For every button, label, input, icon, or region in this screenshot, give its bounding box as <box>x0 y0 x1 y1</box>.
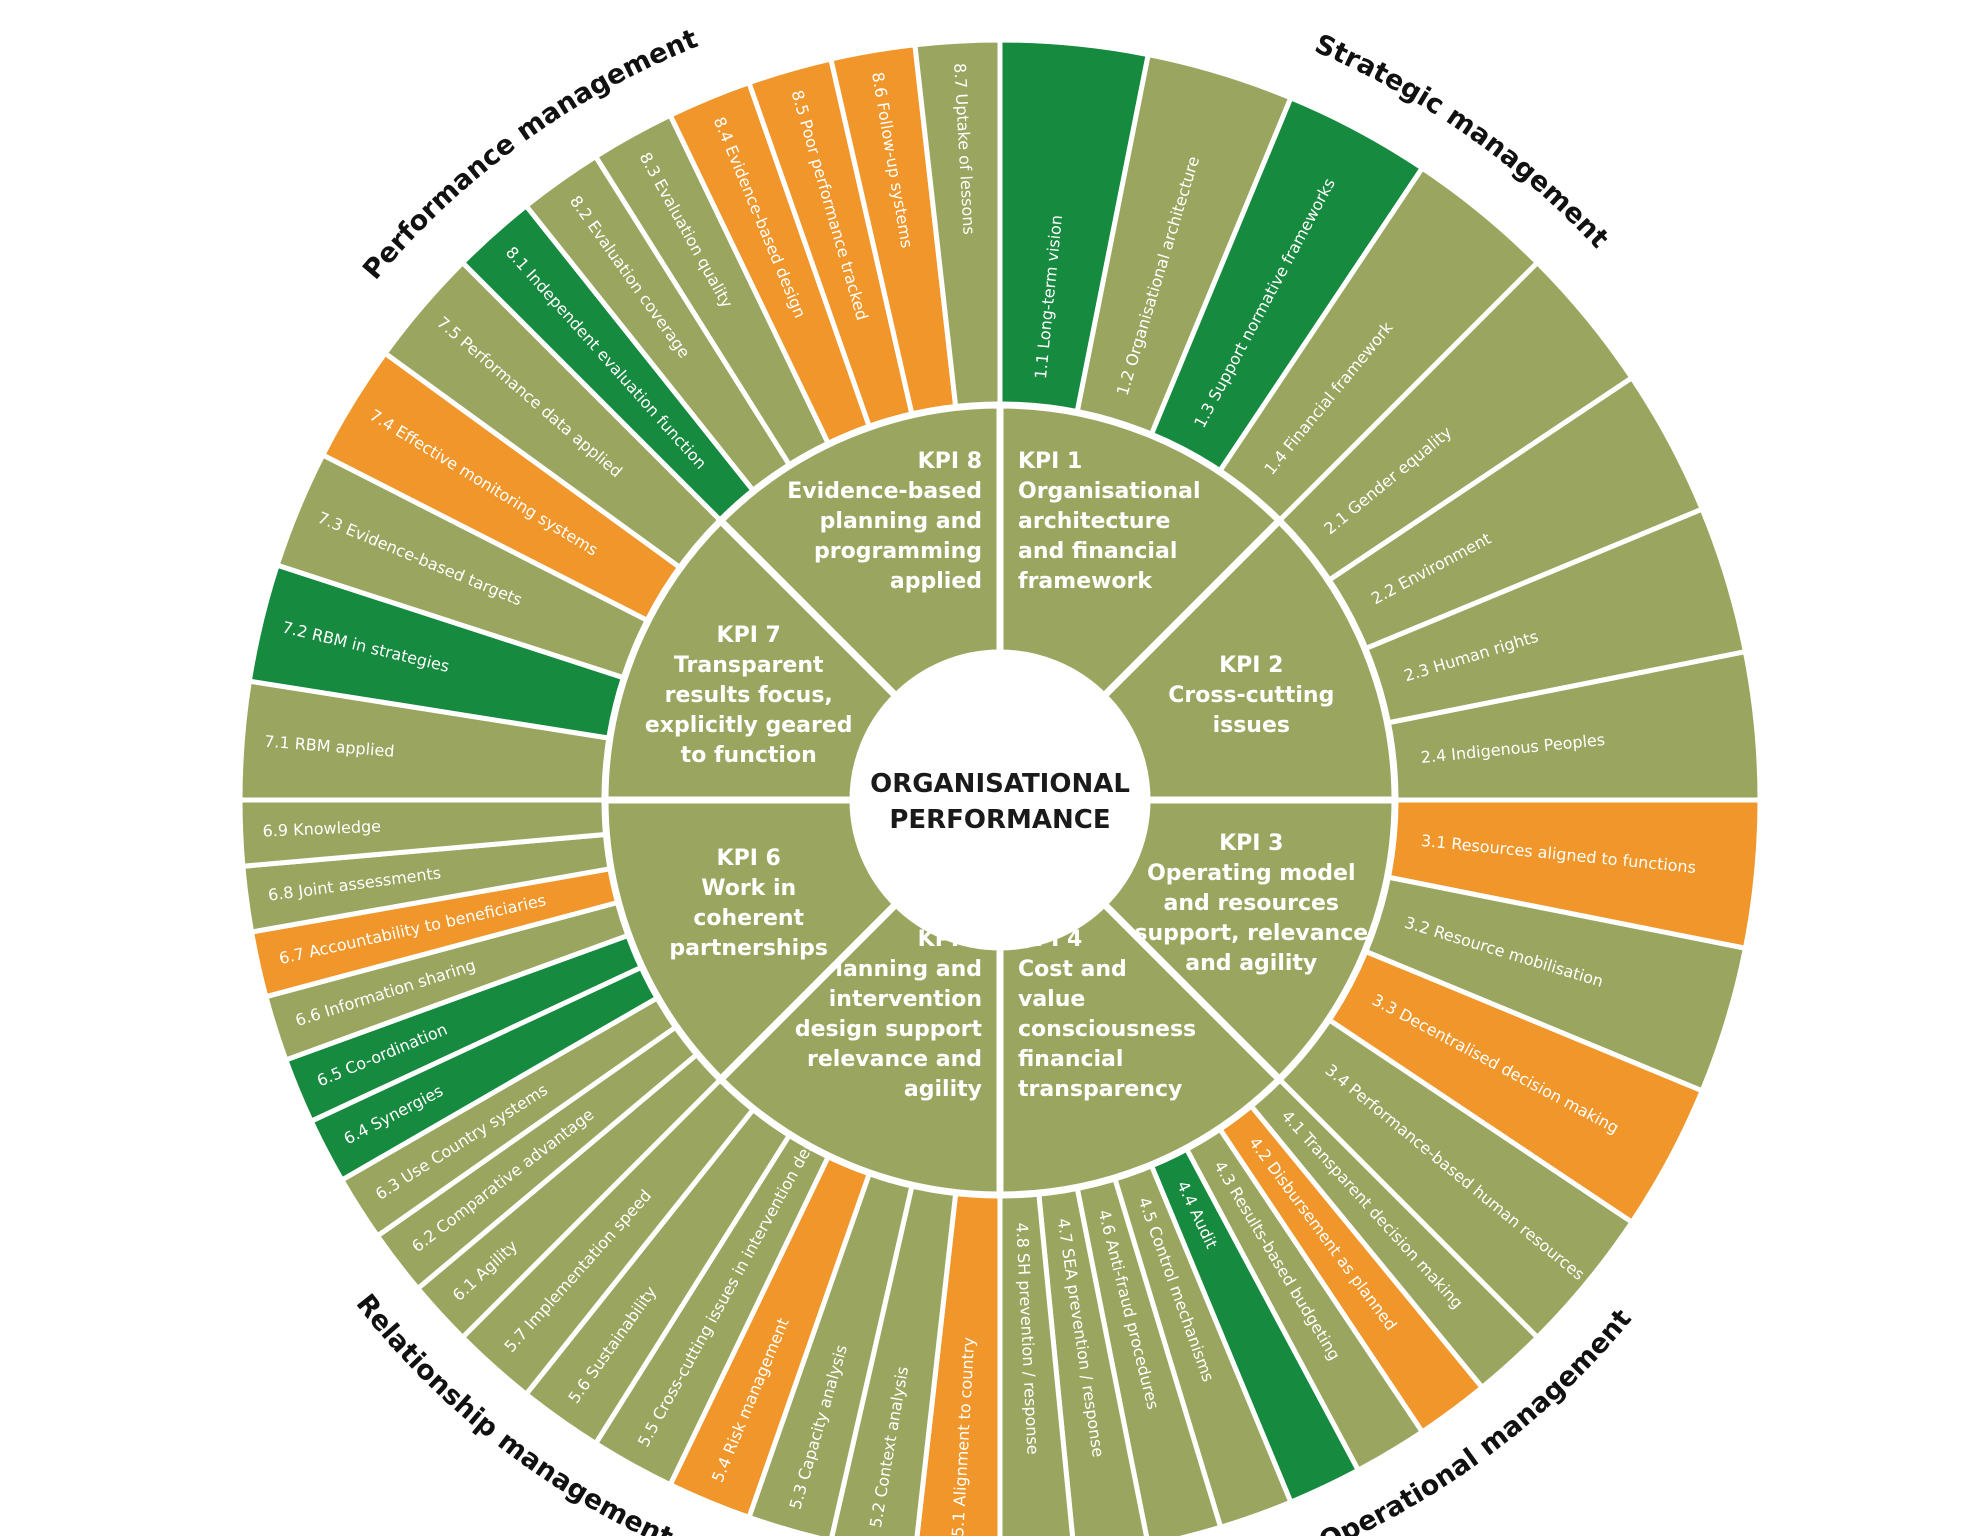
kpi-title-line: results focus, <box>665 683 833 708</box>
kpi-title-line: applied <box>890 569 982 594</box>
kpi-title-line: Work in <box>701 876 796 901</box>
kpi-title-line: architecture <box>1018 509 1170 534</box>
kpi-number: KPI 1 <box>1018 449 1082 474</box>
kpi-title-line: Cross-cutting <box>1168 683 1334 708</box>
kpi-title-line: Operating model <box>1147 861 1355 886</box>
kpi-title-line: planning and <box>820 509 982 534</box>
kpi-title-line: relevance and <box>807 1047 982 1072</box>
kpi-title-line: to function <box>681 743 817 768</box>
center-circle <box>853 653 1147 947</box>
kpi-title-line: programming <box>814 539 982 564</box>
kpi-title-line: partnerships <box>669 936 828 961</box>
kpi-title-line: Evidence-based <box>787 479 982 504</box>
kpi-number: KPI 3 <box>1219 831 1283 856</box>
kpi-title-line: coherent <box>693 906 804 931</box>
kpi-title-line: Organisational <box>1018 479 1201 504</box>
kpi-number: KPI 8 <box>918 449 982 474</box>
kpi-title-line: issues <box>1213 713 1290 738</box>
center-title-line2: PERFORMANCE <box>889 805 1110 835</box>
kpi-number: KPI 2 <box>1219 653 1283 678</box>
kpi-title-line: and financial <box>1018 539 1177 564</box>
kpi-title-line: consciousness <box>1018 1017 1196 1042</box>
kpi-title-line: value <box>1018 987 1085 1012</box>
indicator-outer-ring: 1.1 Long-term vision 1.2 Organisational a… <box>237 37 1763 1536</box>
kpi-title-line: framework <box>1018 569 1153 594</box>
kpi-title-line: financial <box>1018 1047 1123 1072</box>
center-hub: ORGANISATIONAL PERFORMANCE <box>853 653 1147 947</box>
kpi-title-line: agility <box>904 1077 982 1102</box>
kpi-title-line: Transparent <box>674 653 824 678</box>
kpi-number: KPI 7 <box>717 623 781 648</box>
kpi-title-line: Cost and <box>1018 957 1127 982</box>
kpi-title-line: intervention <box>829 987 982 1012</box>
kpi-title-line: transparency <box>1018 1077 1182 1102</box>
kpi-title-line: and agility <box>1185 951 1317 976</box>
kpi-title-line: support, relevance <box>1134 921 1368 946</box>
kpi-number: KPI 6 <box>717 846 781 871</box>
kpi-title-line: and resources <box>1164 891 1339 916</box>
kpi-inner-ring: KPI 1 Organisational architecture and finan… <box>601 401 1399 1199</box>
kpi-title-line: explicitly geared <box>645 713 853 738</box>
kpi-title-line: design support <box>795 1017 983 1042</box>
kpi-title-line: Planning and <box>819 957 982 982</box>
center-title-line1: ORGANISATIONAL <box>870 769 1130 799</box>
